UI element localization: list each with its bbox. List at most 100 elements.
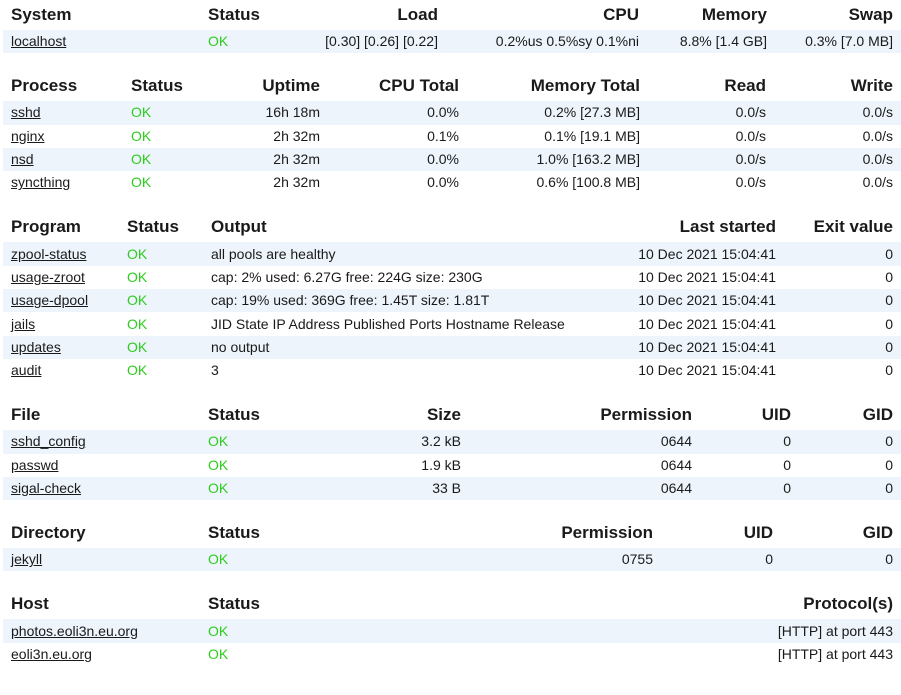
- protocols-value: [HTTP] at port 443: [777, 645, 893, 662]
- col-exit-value: Exit value: [813, 217, 893, 237]
- program-link-updates[interactable]: updates: [11, 338, 61, 355]
- system-table: System Status Load CPU Memory Swap local…: [3, 0, 901, 54]
- col-uid: UID: [743, 523, 773, 543]
- program-link-jails[interactable]: jails: [11, 315, 36, 332]
- status-badge: OK: [131, 127, 152, 144]
- program-table: Program Status Output Last started Exit …: [3, 212, 901, 382]
- process-link-syncthing[interactable]: syncthing: [11, 174, 71, 191]
- output-value: no output: [211, 338, 270, 355]
- col-cpu: CPU: [603, 5, 639, 24]
- gid-value: 0: [885, 456, 893, 473]
- col-memory-total: Memory Total: [530, 76, 640, 96]
- read-value: 0.0/s: [735, 127, 766, 144]
- read-value: 0.0/s: [735, 151, 766, 168]
- system-link[interactable]: localhost: [11, 33, 67, 50]
- col-program: Program: [11, 217, 81, 237]
- program-link-usage-dpool[interactable]: usage-dpool: [11, 292, 89, 309]
- col-file: File: [11, 405, 41, 425]
- col-status: Status: [208, 594, 260, 614]
- process-header-row: Process Status Uptime CPU Total Memory T…: [3, 71, 901, 101]
- write-value: 0.0/s: [862, 151, 893, 168]
- uid-value: 0: [783, 480, 791, 496]
- output-value: cap: 2% used: 6.27G free: 224G size: 230…: [211, 268, 483, 285]
- cpu-value: 0.0%: [427, 104, 459, 121]
- directory-link-jekyll[interactable]: jekyll: [11, 551, 43, 568]
- last-started-value: 10 Dec 2021 15:04:41: [638, 245, 776, 262]
- uptime-value: 2h 32m: [273, 174, 320, 191]
- process-link-sshd[interactable]: sshd: [11, 104, 41, 121]
- col-read: Read: [724, 76, 766, 96]
- status-badge: OK: [131, 151, 152, 168]
- exit-value: 0: [885, 245, 893, 262]
- read-value: 0.0/s: [735, 174, 766, 191]
- cpu-value: 0.0%: [427, 151, 459, 168]
- col-gid: GID: [862, 405, 893, 425]
- exit-value: 0: [885, 315, 893, 332]
- table-row: updates OK no output 10 Dec 2021 15:04:4…: [3, 335, 901, 359]
- table-row: jekyll OK 0755 0 0: [3, 548, 901, 572]
- exit-value: 0: [885, 338, 893, 355]
- permission-value: 0644: [660, 456, 692, 473]
- program-link-audit[interactable]: audit: [11, 362, 42, 379]
- table-row: jails OK JID State IP Address Published …: [3, 312, 901, 335]
- process-link-nsd[interactable]: nsd: [11, 151, 34, 168]
- status-badge: OK: [208, 480, 229, 496]
- status-badge: OK: [127, 338, 148, 355]
- last-started-value: 10 Dec 2021 15:04:41: [638, 315, 776, 332]
- table-row: sigal-check OK 33 B 0644 0 0: [3, 476, 901, 501]
- file-link-sigal-check[interactable]: sigal-check: [11, 480, 82, 496]
- col-cpu-total: CPU Total: [379, 76, 459, 96]
- uid-value: 0: [783, 456, 791, 473]
- directory-header-row: Directory Status Permission UID GID: [3, 518, 901, 548]
- output-value: all pools are healthy: [211, 245, 336, 262]
- exit-value: 0: [885, 362, 893, 379]
- table-row: sshd_config OK 3.2 kB 0644 0 0: [3, 430, 901, 454]
- memory-value: 8.8% [1.4 GB]: [679, 33, 767, 50]
- col-system: System: [11, 5, 72, 24]
- host-link-eoli3n[interactable]: eoli3n.eu.org: [11, 645, 92, 662]
- status-badge: OK: [127, 245, 148, 262]
- table-row: photos.eoli3n.eu.org OK [HTTP] at port 4…: [3, 619, 901, 643]
- cpu-value: 0.2%us 0.5%sy 0.1%ni: [495, 33, 639, 50]
- uid-value: 0: [783, 433, 791, 450]
- table-row: syncthing OK 2h 32m 0.0% 0.6% [100.8 MB]…: [3, 171, 901, 194]
- host-link-photos[interactable]: photos.eoli3n.eu.org: [11, 622, 138, 639]
- output-value: JID State IP Address Published Ports Hos…: [211, 315, 565, 332]
- gid-value: 0: [885, 551, 893, 568]
- size-value: 1.9 kB: [421, 456, 461, 473]
- file-link-sshd-config[interactable]: sshd_config: [11, 433, 86, 450]
- last-started-value: 10 Dec 2021 15:04:41: [638, 292, 776, 309]
- status-badge: OK: [208, 33, 229, 50]
- col-directory: Directory: [11, 523, 86, 543]
- memory-value: 0.1% [19.1 MB]: [544, 127, 640, 144]
- process-link-nginx[interactable]: nginx: [11, 127, 45, 144]
- table-row: zpool-status OK all pools are healthy 10…: [3, 242, 901, 266]
- table-row: nsd OK 2h 32m 0.0% 1.0% [163.2 MB] 0.0/s…: [3, 147, 901, 172]
- uid-value: 0: [765, 551, 773, 568]
- col-host: Host: [11, 594, 49, 614]
- program-link-zpool-status[interactable]: zpool-status: [11, 245, 87, 262]
- uptime-value: 2h 32m: [273, 127, 320, 144]
- exit-value: 0: [885, 268, 893, 285]
- col-gid: GID: [862, 523, 893, 543]
- swap-value: 0.3% [7.0 MB]: [805, 33, 893, 50]
- load-value: [0.30] [0.26] [0.22]: [325, 33, 438, 50]
- gid-value: 0: [885, 480, 893, 496]
- permission-value: 0644: [660, 433, 692, 450]
- memory-value: 0.2% [27.3 MB]: [544, 104, 640, 121]
- status-badge: OK: [131, 174, 152, 191]
- gid-value: 0: [885, 433, 893, 450]
- last-started-value: 10 Dec 2021 15:04:41: [638, 338, 776, 355]
- last-started-value: 10 Dec 2021 15:04:41: [638, 362, 776, 379]
- col-swap: Swap: [848, 5, 893, 24]
- process-table: Process Status Uptime CPU Total Memory T…: [3, 71, 901, 194]
- write-value: 0.0/s: [862, 127, 893, 144]
- table-row: localhost OK [0.30] [0.26] [0.22] 0.2%us…: [3, 30, 901, 54]
- status-badge: OK: [208, 433, 229, 450]
- col-status: Status: [131, 76, 183, 96]
- file-link-passwd[interactable]: passwd: [11, 456, 59, 473]
- col-status: Status: [208, 5, 260, 24]
- status-badge: OK: [208, 551, 229, 568]
- table-row: passwd OK 1.9 kB 0644 0 0: [3, 454, 901, 477]
- program-link-usage-zroot[interactable]: usage-zroot: [11, 268, 85, 285]
